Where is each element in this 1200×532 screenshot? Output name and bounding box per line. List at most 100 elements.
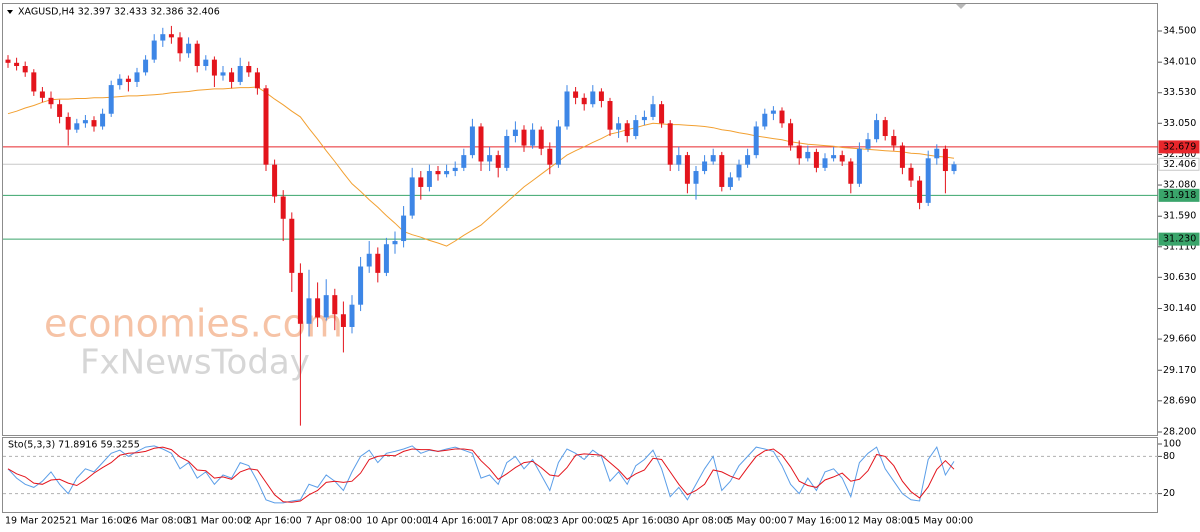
candle-body xyxy=(22,66,28,73)
candle-body xyxy=(168,34,174,38)
candle-body xyxy=(702,161,708,172)
candle-body xyxy=(246,66,252,73)
x-tick-label: 14 Apr 16:00 xyxy=(426,516,488,527)
y-tick-label: 30.630 xyxy=(1163,272,1196,283)
candle-body xyxy=(788,123,794,146)
candle-body xyxy=(736,164,742,178)
candle-body xyxy=(521,129,527,146)
x-tick-label: 31 Mar 00:00 xyxy=(186,516,249,527)
candle-body xyxy=(805,151,811,159)
candle-body xyxy=(555,126,561,165)
candle-body xyxy=(14,62,20,67)
candle-body xyxy=(418,177,424,187)
x-tick-label: 7 May 16:00 xyxy=(788,516,847,527)
candle-body xyxy=(31,72,37,92)
candle-body xyxy=(659,104,665,124)
candle-body xyxy=(598,91,604,102)
candle-body xyxy=(289,218,295,273)
candle-body xyxy=(856,148,862,184)
candle-body xyxy=(383,244,389,273)
candle-body xyxy=(461,155,467,168)
candle-body xyxy=(641,116,647,121)
level-label-box xyxy=(1158,157,1200,171)
candle-body xyxy=(263,88,269,165)
candle-body xyxy=(160,34,166,41)
candle-body xyxy=(770,110,776,114)
x-tick-label: 12 May 08:00 xyxy=(848,516,913,527)
y-tick-label: 29.170 xyxy=(1163,365,1196,376)
candle-body xyxy=(186,43,192,54)
candle-body xyxy=(151,40,157,60)
menu-arrow xyxy=(7,10,13,14)
x-tick-label: 15 May 00:00 xyxy=(908,516,973,527)
level-label-box xyxy=(1158,140,1200,154)
candle-body xyxy=(469,126,475,156)
y-tick-label: 34.500 xyxy=(1163,26,1196,37)
y-tick-label: 33.530 xyxy=(1163,87,1196,98)
y-tick-label: 34.010 xyxy=(1163,57,1196,68)
x-tick-label: 26 Mar 08:00 xyxy=(125,516,188,527)
candle-body xyxy=(478,126,484,162)
candle-body xyxy=(48,97,54,105)
candle-body xyxy=(865,139,871,149)
candle-body xyxy=(435,171,441,175)
candle-body xyxy=(951,164,957,172)
candle-body xyxy=(366,253,372,267)
candle-body xyxy=(874,120,880,140)
candle-body xyxy=(676,155,682,165)
y-tick-label: 33.050 xyxy=(1163,118,1196,129)
candle-body xyxy=(530,129,536,146)
y-tick-label: 31.590 xyxy=(1163,211,1196,222)
x-tick-label: 2 Apr 16:00 xyxy=(246,516,302,527)
candle-body xyxy=(108,85,114,114)
candle-body xyxy=(899,145,905,168)
candle-body xyxy=(573,91,579,98)
x-tick-label: 7 Apr 08:00 xyxy=(306,516,362,527)
level-label: 32.406 xyxy=(1163,159,1196,170)
candle-body xyxy=(891,136,897,146)
candle-body xyxy=(796,145,802,159)
x-tick-label: 10 Apr 00:00 xyxy=(366,516,428,527)
candle-body xyxy=(65,116,71,130)
price-pane xyxy=(2,3,1158,436)
y-tick-label: 28.200 xyxy=(1163,427,1196,438)
candle-body xyxy=(504,136,510,168)
candle-body xyxy=(358,266,364,305)
candle-body xyxy=(237,66,243,82)
candle-body xyxy=(719,155,725,187)
candle-body xyxy=(315,298,321,318)
watermark: economies.com xyxy=(44,302,343,346)
candle-body xyxy=(607,101,613,130)
x-tick-label: 21 Mar 16:00 xyxy=(65,516,128,527)
y-tick-label: 32.080 xyxy=(1163,180,1196,191)
x-tick-label: 25 Apr 16:00 xyxy=(607,516,669,527)
candle-body xyxy=(401,215,407,242)
chart-title: XAGUSD,H4 32.397 32.433 32.386 32.406 xyxy=(18,7,220,18)
candle-body xyxy=(91,120,97,127)
candle-body xyxy=(254,72,260,89)
candle-body xyxy=(848,161,854,184)
candle-body xyxy=(547,148,553,165)
watermark: FxNewsToday xyxy=(80,343,310,383)
candle-body xyxy=(822,158,828,168)
candle-body xyxy=(512,129,518,137)
candle-body xyxy=(710,155,716,162)
candle-body xyxy=(100,113,106,127)
candle-body xyxy=(194,43,200,67)
shift-marker xyxy=(956,4,966,9)
candle-body xyxy=(624,123,630,137)
candle-body xyxy=(616,123,622,130)
candle-body xyxy=(581,97,587,105)
candle-body xyxy=(349,304,355,327)
candle-body xyxy=(684,155,690,184)
candle-body xyxy=(82,120,88,124)
candle-body xyxy=(297,272,303,324)
y-tick-label: 30.140 xyxy=(1163,303,1196,314)
candle-body xyxy=(779,110,785,124)
x-tick-label: 30 Apr 08:00 xyxy=(667,516,729,527)
candle-body xyxy=(426,171,432,187)
candle-body xyxy=(375,253,381,273)
candle-body xyxy=(564,91,570,127)
candle-body xyxy=(590,91,596,105)
